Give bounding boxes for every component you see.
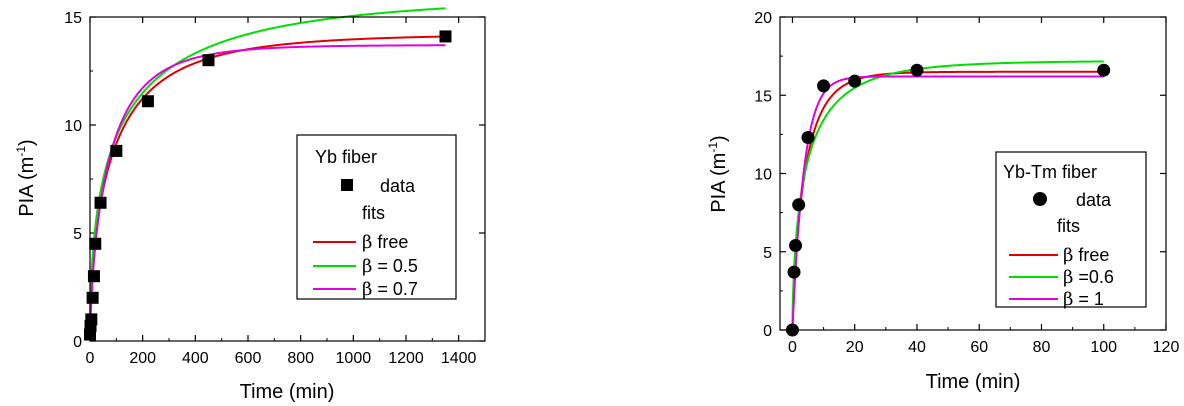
chart-2-data-point [817,79,831,93]
chart-1-x-tick-label: 800 [287,350,314,367]
chart-1-legend-box [296,134,457,300]
chart-2-data-point [789,238,803,252]
chart-2-y-tick-label: 5 [763,245,772,262]
chart-2-tick-layer: 0 20 40 60 80 100 120 0 5 10 15 20 [754,10,1179,356]
chart-2-y-axis-label-tail: ) [708,135,730,142]
chart-2-y-tick-label: 15 [754,88,772,105]
chart-2-legend-entry-1-text: free [1073,245,1109,265]
chart-1-y-axis-label-tail: ) [16,139,38,146]
chart-1-y-tick-label: 5 [73,226,82,243]
chart-2-legend-entry-1-greek: β [1063,245,1073,266]
chart-1-legend-entry-3-text: = 0.7 [372,279,418,299]
chart-1-data-point [439,30,452,43]
chart-2-legend-entry-3-text: = 1 [1073,289,1104,309]
chart-1-data-point [86,291,99,304]
chart-1-y-tick-label: 15 [64,10,82,27]
chart-2-x-tick-label: 0 [788,339,797,356]
chart-2-data-point [1097,63,1111,77]
chart-2-x-tick-label: 80 [1033,339,1051,356]
chart-2-y-axis-label-main: PIA (m [708,153,730,213]
chart-1-x-tick-label: 1200 [388,350,424,367]
chart-1-marker-layer [84,30,452,341]
chart-1-x-tick-label: 400 [182,350,209,367]
chart-1-legend-entry-3: β = 0.7 [362,279,418,300]
chart-1-data-point [202,54,215,67]
chart-2-y-axis-label: PIA (m-1) [706,135,730,212]
chart-2-legend-title: Yb-Tm fiber [1003,162,1097,182]
chart-2-x-tick-label: 20 [846,339,864,356]
chart-1-x-tick-label: 600 [235,350,262,367]
chart-1-y-tick-label: 0 [73,334,82,351]
chart-1-legend-title: Yb fiber [315,147,377,167]
chart-2-legend-data-marker [1033,192,1047,206]
chart-1-data-point [110,144,123,157]
chart-1-data-point [85,313,98,326]
chart-1-tick-layer: 0 200 400 600 800 1000 1200 1400 0 5 10 15 [64,10,485,367]
chart-2-x-tick-label: 100 [1090,339,1117,356]
chart-2-y-tick-label: 0 [763,323,772,340]
chart-1-legend-fits-label: fits [362,203,385,223]
chart-2-legend-entry-2: β =0.6 [1063,267,1114,288]
chart-2-legend-entry-3: β = 1 [1063,289,1104,310]
chart-2-x-tick-label: 60 [970,339,988,356]
chart-2-y-tick-label: 10 [754,167,772,184]
chart-2-legend-entry-2-text: =0.6 [1073,267,1114,287]
chart-1-data-point [87,270,100,283]
chart-2-x-tick-label: 120 [1153,339,1180,356]
chart-1-legend-data-marker [341,179,353,191]
chart-2-legend-data-label: data [1076,190,1112,210]
chart-2-data-point [787,265,801,279]
chart-2-y-axis-label-sup: -1 [706,142,720,153]
chart-1-y-axis-label: PIA (m-1) [14,139,38,216]
chart-2-legend: Yb-Tm fiber data fits β free β =0.6 β = … [995,151,1147,310]
chart-1-legend-entry-3-greek: β [362,279,372,300]
chart-1-legend-entry-2-greek: β [362,256,372,277]
chart-2-fit-beta-third-line [791,75,1104,331]
chart-2-data-point [910,63,924,77]
chart-1-x-tick-label: 1000 [336,350,372,367]
chart-1-x-tick-label: 200 [129,350,156,367]
chart-1-legend-entry-1-greek: β [362,232,372,253]
chart-1-legend-entry-2: β = 0.5 [362,256,418,277]
chart-2-x-axis-label: Time (min) [926,371,1021,393]
chart-1-legend-entry-1: β free [362,232,408,253]
chart-2-legend-entry-2-greek: β [1063,267,1073,288]
chart-1-legend-data-label: data [380,176,416,196]
chart-1-y-tick-label: 10 [64,118,82,135]
chart-2-legend-fits-label: fits [1057,216,1080,236]
chart-1-y-axis-label-main: PIA (m [16,157,38,217]
chart-2-data-point [801,131,815,145]
chart-2: 0 20 40 60 80 100 120 0 5 10 15 20 Time (min) PIA (… [706,10,1179,393]
chart-1-y-axis-label-sup: -1 [14,146,28,157]
chart-2-marker-layer [785,63,1111,337]
chart-2-legend-entry-3-greek: β [1063,289,1073,310]
chart-1-legend-entry-2-text: = 0.5 [372,256,418,276]
chart-2-data-point [792,198,806,212]
chart-1-x-axis-label: Time (min) [240,381,335,403]
chart-2-legend-box [995,151,1147,308]
chart-1: 0 200 400 600 800 1000 1200 1400 0 5 10 15 Time (mi… [14,7,486,403]
chart-1-data-point [141,95,154,108]
chart-1-legend-entry-1-text: free [372,232,408,252]
chart-1-plot-frame [89,16,486,342]
chart-2-x-tick-label: 40 [908,339,926,356]
chart-2-legend-entry-1: β free [1063,245,1109,266]
chart-2-plot-frame [779,16,1167,331]
chart-1-x-tick-label: 0 [86,350,95,367]
chart-1-x-tick-label: 1400 [441,350,477,367]
chart-2-data-point [848,74,862,88]
chart-1-data-point [89,237,102,250]
chart-2-y-tick-label: 20 [754,10,772,27]
chart-1-data-point [94,196,107,209]
chart-1-legend: Yb fiber data fits β free β = 0.5 β = 0.… [296,134,457,300]
